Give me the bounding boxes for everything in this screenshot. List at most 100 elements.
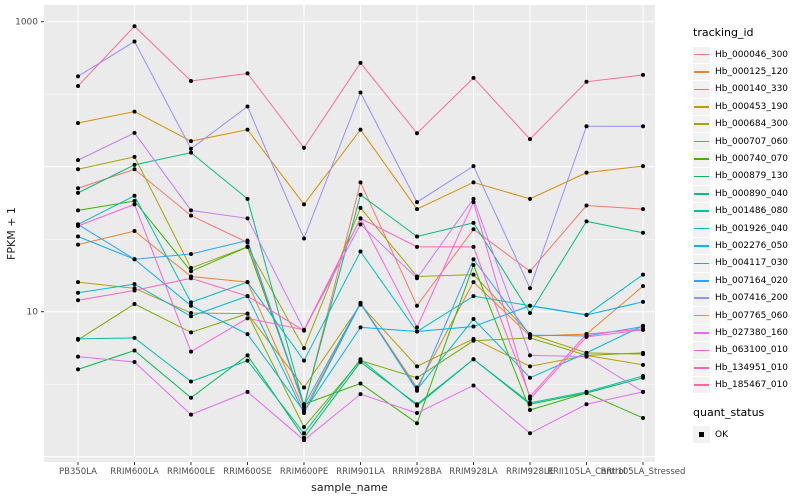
data-point (641, 374, 645, 379)
black-point-icon (699, 432, 704, 437)
legend-item: Hb_000707_060 (693, 133, 799, 150)
legend-item: Hb_000046_300 (693, 46, 799, 63)
data-point (76, 242, 80, 247)
x-tick-label: RRIM600LA (110, 467, 159, 477)
legend-item-label: Hb_185467_010 (715, 380, 789, 391)
data-point (245, 244, 250, 249)
data-point (415, 244, 419, 249)
data-point (189, 314, 193, 319)
legend-item-label: Hb_134951_010 (715, 362, 789, 373)
legend-item: Hb_007765_060 (693, 307, 799, 324)
data-point (641, 299, 645, 304)
data-point (641, 164, 645, 169)
legend-panel: tracking_id Hb_000046_300 Hb_000125_120 Hb… (693, 26, 799, 443)
data-point (245, 216, 250, 221)
legend-item-label: Hb_001926_040 (715, 223, 789, 234)
data-point (471, 196, 476, 201)
data-point (471, 272, 476, 277)
x-tick-label: RRIM928LE (506, 467, 554, 477)
series-color-line-icon (694, 349, 709, 352)
series-color-line-icon (694, 193, 709, 195)
data-point (132, 202, 137, 207)
x-tick-label: RRIM600PE (280, 467, 328, 477)
x-tick-label: RRIM600LE (167, 467, 215, 477)
data-point (584, 402, 589, 407)
data-point (415, 131, 419, 136)
legend-key-icon (693, 63, 710, 81)
data-point (358, 90, 363, 95)
data-point (641, 350, 645, 355)
legend-key-icon (693, 98, 710, 116)
legend-key-icon (693, 150, 710, 168)
data-point (76, 354, 80, 359)
x-tick-label: RRII105LA_Control (547, 467, 626, 477)
data-point (358, 222, 363, 227)
legend-item-label: Hb_063100_010 (715, 345, 789, 356)
data-point (245, 280, 250, 285)
data-point (641, 326, 645, 331)
data-point (528, 137, 532, 142)
legend-key-icon (693, 46, 710, 63)
data-point (415, 234, 419, 239)
data-point (245, 71, 250, 76)
legend-item-label: Hb_000453_190 (715, 101, 789, 112)
series-color-line-icon (694, 332, 709, 334)
data-point (302, 385, 306, 390)
legend-key-icon (693, 255, 710, 272)
data-point (189, 146, 193, 151)
data-point (302, 145, 306, 150)
series-color-line-icon (694, 71, 709, 73)
data-point (641, 272, 645, 277)
data-point (132, 167, 137, 172)
data-point (189, 412, 193, 417)
data-point (471, 383, 476, 388)
legend-item: Hb_001486_080 (693, 203, 799, 220)
legend-key-icon (693, 203, 710, 220)
y-tick-label: 1000 (15, 18, 38, 28)
legend-item-ok: OK (693, 426, 799, 443)
legend-key-icon (693, 185, 710, 203)
data-point (528, 286, 532, 291)
legend-item-label: Hb_027380_160 (715, 327, 789, 338)
data-point (245, 104, 250, 109)
data-point (528, 400, 532, 405)
data-point (132, 199, 137, 204)
data-point (415, 364, 419, 369)
data-point (415, 329, 419, 334)
legend-key-icon (693, 237, 710, 255)
data-point (189, 139, 193, 144)
series-color-line-icon (694, 245, 709, 247)
data-point (189, 213, 193, 218)
panel-background (44, 5, 655, 462)
data-point (415, 303, 419, 308)
legend-item: Hb_027380_160 (693, 324, 799, 342)
legend-item: Hb_000890_040 (693, 185, 799, 203)
data-point (302, 409, 306, 414)
data-point (358, 325, 363, 330)
legend-key-icon (693, 324, 710, 342)
data-point (471, 324, 476, 329)
legend-item-label: Hb_004117_030 (715, 258, 789, 269)
data-point (132, 359, 137, 364)
data-point (76, 121, 80, 126)
data-point (76, 336, 80, 341)
data-point (132, 229, 137, 234)
legend-item: Hb_001926_040 (693, 220, 799, 237)
data-point (132, 130, 137, 135)
data-point (415, 200, 419, 205)
data-point (76, 290, 80, 295)
data-point (641, 389, 645, 394)
data-point (189, 349, 193, 354)
data-point (245, 238, 250, 243)
data-point (76, 280, 80, 285)
data-point (471, 180, 476, 185)
legend-item-label: Hb_000140_330 (715, 84, 789, 95)
legend-item-label: Hb_000684_300 (715, 119, 789, 130)
quant-status-legend: quant_status OK (693, 406, 799, 443)
data-point (358, 359, 363, 364)
series-color-line-icon (694, 210, 709, 212)
legend-item-label: Hb_007416_200 (715, 293, 789, 304)
data-point (528, 310, 532, 315)
data-point (245, 196, 250, 201)
data-point (302, 431, 306, 436)
